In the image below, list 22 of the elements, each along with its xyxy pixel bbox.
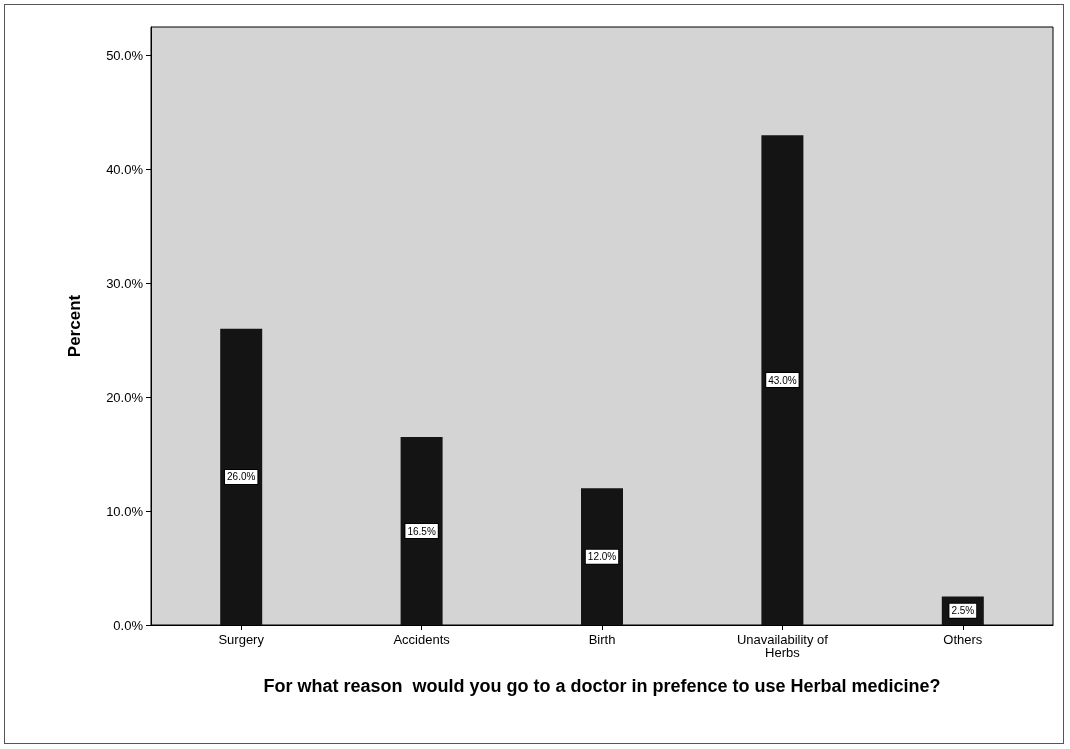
bar xyxy=(220,328,263,625)
data-label: 26.0% xyxy=(227,471,256,483)
y-tick-label: 50.0% xyxy=(106,47,144,63)
y-tick-label: 40.0% xyxy=(106,161,144,177)
y-axis-title: Percent xyxy=(65,294,84,358)
x-tick-label: Others xyxy=(943,632,983,647)
x-tick-label: Surgery xyxy=(218,632,265,647)
data-label: 2.5% xyxy=(951,605,975,617)
x-axis-title: For what reason would you go to a doctor in prefence to use Herbal medicine? xyxy=(263,676,941,696)
bar xyxy=(581,488,623,625)
x-tick-label: Birth xyxy=(588,632,616,647)
y-tick-label: 10.0% xyxy=(106,503,144,519)
bar xyxy=(400,437,443,625)
y-tick-label: 30.0% xyxy=(106,275,144,291)
data-label: 16.5% xyxy=(407,525,436,537)
x-tick-label: Accidents xyxy=(393,632,451,647)
data-label: 12.0% xyxy=(587,551,617,563)
data-label: 43.0% xyxy=(768,374,797,386)
bar xyxy=(761,135,804,625)
x-tick-label: Unavailability of Herbs xyxy=(736,632,829,660)
y-tick-label: 20.0% xyxy=(106,389,144,405)
y-tick-label: 0.0% xyxy=(113,617,144,633)
